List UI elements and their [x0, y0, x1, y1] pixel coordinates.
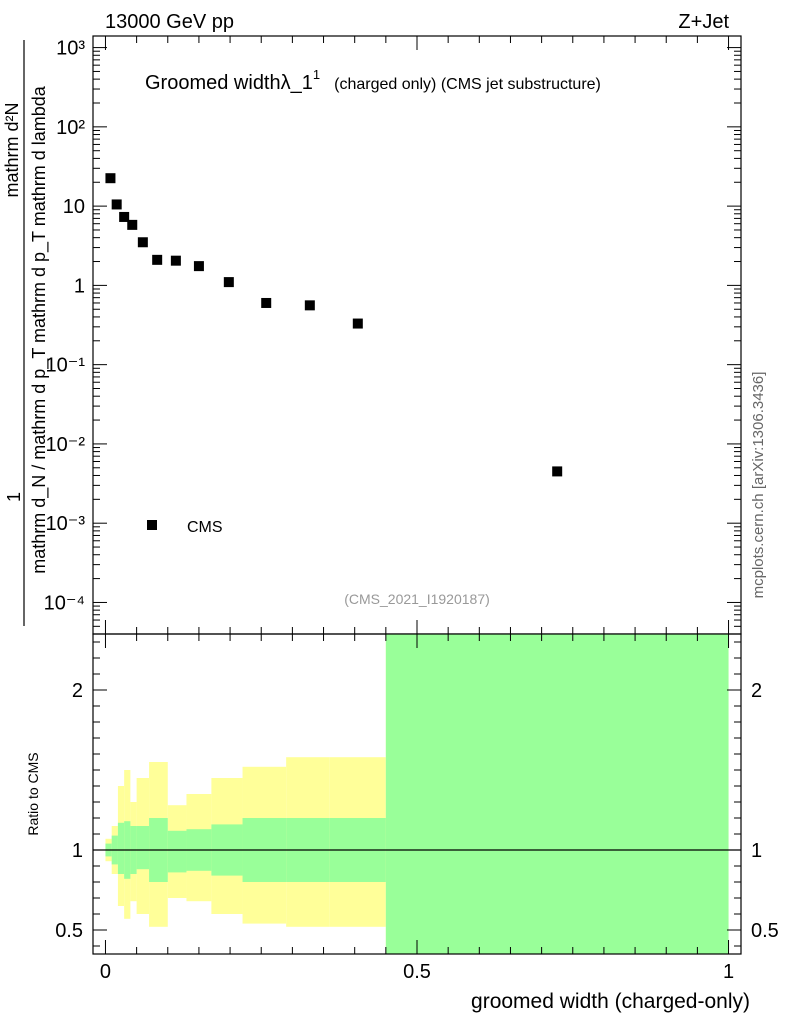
data-point — [170, 255, 181, 266]
legend-label: CMS — [187, 519, 223, 536]
legend: CMS — [147, 519, 223, 536]
ratio-inner-band-bin — [385, 634, 729, 954]
data-point — [352, 318, 363, 329]
x-tick-label: 1 — [723, 961, 734, 983]
ratio-y-tick-label: 1 — [72, 840, 83, 862]
y-tick-label: 10⁻⁴ — [44, 592, 85, 614]
y-label-denominator: mathrm d_N / mathrm d p_T mathrm d p_T m… — [29, 85, 50, 573]
data-points — [105, 173, 563, 477]
data-point — [223, 277, 234, 288]
y-tick-label: 10 — [63, 196, 85, 218]
y-tick-label: 10² — [56, 117, 85, 139]
ratio-y-tick-label-right: 0.5 — [751, 920, 779, 942]
main-axis-ticks: 10⁻⁴ 10⁻³ 10⁻² 10⁻¹ 1 10 10² 10³ — [44, 36, 741, 634]
ratio-inner-band-bin — [167, 830, 187, 873]
data-point — [137, 237, 148, 248]
main-panel-frame — [92, 35, 742, 635]
ratio-axis-ticks: 0.5 0.5 1 1 2 2 0 0.5 1 — [55, 634, 779, 983]
x-tick-label: 0 — [100, 961, 111, 983]
data-point — [304, 300, 315, 311]
ratio-inner-band-bin — [117, 822, 125, 874]
header-energy: 13000 GeV pp — [105, 11, 234, 33]
data-point — [152, 254, 163, 265]
y-tick-label: 10⁻¹ — [46, 355, 86, 377]
ratio-y-tick-label: 2 — [72, 680, 83, 702]
ratio-bands — [93, 634, 741, 954]
ratio-y-tick-label-right: 2 — [751, 680, 762, 702]
data-point — [111, 199, 122, 210]
y-tick-label: 10⁻³ — [46, 513, 86, 535]
data-point — [552, 466, 563, 477]
data-point — [261, 297, 272, 308]
ratio-y-tick-label-right: 1 — [751, 840, 762, 862]
data-point — [127, 219, 138, 230]
data-point — [119, 211, 130, 222]
ratio-inner-band-bin — [136, 826, 150, 870]
y-label-prefix: 1 — [4, 492, 24, 502]
mcplots-side-label: mcplots.cern.ch [arXiv:1306.3436] — [750, 372, 767, 599]
ratio-y-axis-label: Ratio to CMS — [25, 752, 41, 835]
data-point — [105, 173, 116, 184]
ratio-y-tick-label: 0.5 — [55, 920, 83, 942]
main-y-axis-label: 1 mathrm d²N mathrm d_N / mathrm d p_T m… — [2, 40, 50, 626]
analysis-watermark: (CMS_2021_I1920187) — [344, 591, 490, 607]
plot-title: Groomed widthλ_11(charged only) (CMS jet… — [145, 67, 601, 94]
y-tick-label: 10³ — [56, 38, 85, 60]
legend-marker — [147, 520, 157, 530]
x-axis-label: groomed width (charged-only) — [471, 990, 750, 1013]
x-tick-label: 0.5 — [403, 961, 431, 983]
header-process: Z+Jet — [678, 11, 729, 33]
y-tick-label: 10⁻² — [46, 434, 86, 456]
y-label-numerator: mathrm d²N — [2, 102, 22, 197]
data-point — [193, 261, 204, 272]
y-tick-label: 1 — [74, 275, 85, 297]
